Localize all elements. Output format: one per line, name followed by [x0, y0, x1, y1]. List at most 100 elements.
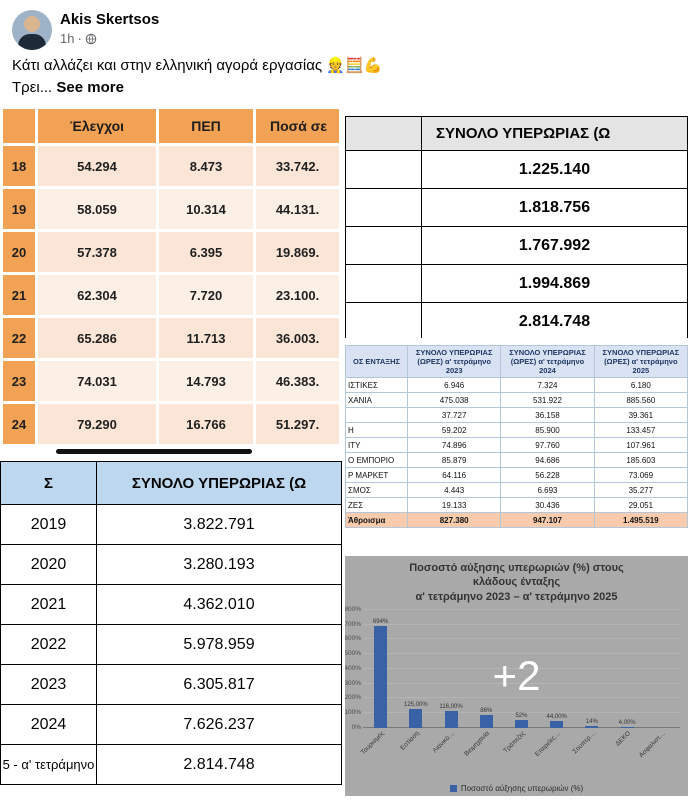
table-row: 1.994.869	[345, 264, 688, 303]
clipped-label-column-header	[345, 116, 422, 151]
table-row: ITY 74.896 97.760 107.961	[345, 437, 688, 453]
bar	[374, 625, 388, 728]
see-more-link[interactable]: See more	[56, 79, 124, 96]
table-row: 2022 5.978.959	[0, 624, 342, 665]
table-cell: 39.361	[593, 407, 688, 423]
bar	[514, 720, 528, 728]
chart-legend: Ποσοστό αύξησης υπερωριών (%)	[345, 784, 688, 793]
photo-sector-table[interactable]: ΟΣ ΕΝΤΑΞΗΣ ΣΥΝΟΛΟ ΥΠΕΡΩΡΙΑΣ (ΩΡΕΣ) α' τε…	[345, 341, 688, 553]
table-cell: 7.324	[500, 377, 595, 393]
table-header-row: Έλεγχοι ΠΕΠ Ποσά σε	[3, 109, 339, 143]
table-cell: Ρ ΜΑΡΚΕΤ	[345, 467, 408, 483]
bar-slot: 125,00%	[398, 702, 433, 728]
sector-overtime-table: ΟΣ ΕΝΤΑΞΗΣ ΣΥΝΟΛΟ ΥΠΕΡΩΡΙΑΣ (ΩΡΕΣ) α' τε…	[345, 345, 688, 528]
gridline	[363, 712, 680, 714]
table-row: 18 54.294 8.473 33.742.	[3, 146, 339, 186]
table-cell: 11.713	[159, 318, 253, 358]
table-cell: 1.767.992	[421, 226, 688, 265]
table-row: 5 - α' τετράμηνο 2.814.748	[0, 744, 342, 785]
table-row: ΧΑΝΙΑ 475.038 531.922 885.560	[345, 392, 688, 408]
bar-slot: 52%	[504, 713, 539, 728]
column-header: ΣΥΝΟΛΟ ΥΠΕΡΩΡΙΑΣ (Ω	[96, 461, 342, 505]
table-cell	[345, 188, 422, 227]
bar-value-label: 694%	[372, 618, 389, 625]
table-cell: 74.896	[406, 437, 502, 453]
table-header-row: Σ ΣΥΝΟΛΟ ΥΠΕΡΩΡΙΑΣ (Ω	[0, 461, 342, 505]
avatar-suit	[18, 34, 46, 50]
table-row: Ρ ΜΑΡΚΕΤ 64.116 56.228 73.069	[345, 467, 688, 483]
y-tick-label: 200%	[345, 694, 361, 702]
photo-inspections-table[interactable]: Έλεγχοι ΠΕΠ Ποσά σε 18 54.294 8.473 33.742.…	[0, 106, 342, 458]
table-cell: 59.202	[406, 422, 502, 438]
gridline	[363, 638, 680, 640]
table-cell: 64.116	[406, 467, 502, 483]
table-cell: 133.457	[593, 422, 688, 438]
table-cell: 6.305.817	[96, 664, 342, 705]
table-cell: 475.038	[406, 392, 502, 408]
bar	[585, 725, 599, 728]
table-cell: 62.304	[38, 275, 156, 315]
table-row: 23 74.031 14.793 46.383.	[3, 361, 339, 401]
table-row: 20 57.378 6.395 19.869.	[3, 232, 339, 272]
table-row: 1.225.140	[345, 150, 688, 189]
column-header: Ποσά σε	[256, 109, 339, 143]
table-cell: ΧΑΝΙΑ	[345, 392, 408, 408]
table-row: ΙΣΤΙΚΕΣ 6.946 7.324 6.180	[345, 377, 688, 393]
bar-value-label: 86%	[480, 708, 493, 715]
table-row: 37.727 36.158 39.361	[345, 407, 688, 423]
chart-title-line: Ποσοστό αύξησης υπερωριών (%) στους	[409, 562, 624, 574]
table-cell: 33.742.	[256, 146, 339, 186]
table-cell: Ο ΕΜΠΟΡΙΟ	[345, 452, 408, 468]
table-cell: 21	[3, 275, 35, 315]
photo-overtime-totals-table[interactable]: ΣΥΝΟΛΟ ΥΠΕΡΩΡΙΑΣ (Ω 1.225.140 1.818.756 1.…	[345, 106, 688, 338]
table-cell: 54.294	[38, 146, 156, 186]
author-name[interactable]: Akis Skertsos	[60, 11, 160, 28]
y-tick-label: 400%	[345, 664, 361, 672]
bar-slot: 44,00%	[539, 714, 574, 728]
table-row: 19 58.059 10.314 44.131.	[3, 189, 339, 229]
table-cell: 20	[3, 232, 35, 272]
photo-grid: Έλεγχοι ΠΕΠ Ποσά σε 18 54.294 8.473 33.742.…	[0, 106, 688, 796]
avatar[interactable]	[12, 10, 52, 50]
table-cell	[345, 302, 422, 338]
table-cell: 16.766	[159, 404, 253, 444]
more-photos-overlay[interactable]: +2	[345, 556, 688, 796]
table-row: 1.818.756	[345, 188, 688, 227]
post-text-line2: Τρει... See more	[12, 78, 676, 98]
yearly-overtime-table: Σ ΣΥΝΟΛΟ ΥΠΕΡΩΡΙΑΣ (Ω 2019 3.822.791 2020 3…	[0, 461, 342, 785]
table-cell: 2021	[0, 584, 97, 625]
table-cell: ΣΜΟΣ	[345, 482, 408, 498]
table-cell: 3.822.791	[96, 504, 342, 545]
table-row: 2020 3.280.193	[0, 544, 342, 585]
table-cell: 947.107	[500, 512, 595, 528]
table-cell: 19.133	[406, 497, 502, 513]
bar	[444, 710, 458, 728]
table-cell: ΙΣΤΙΚΕΣ	[345, 377, 408, 393]
table-row: Άθροισμα 827.380 947.107 1.495.519	[345, 512, 688, 528]
column-header: ΣΥΝΟΛΟ ΥΠΕΡΩΡΙΑΣ (ΩΡΕΣ) α' τετράμηνο 202…	[593, 345, 688, 378]
chart-title: Ποσοστό αύξησης υπερωριών (%) στους κλάδ…	[345, 561, 688, 604]
table-cell: 8.473	[159, 146, 253, 186]
table-cell: 35.277	[593, 482, 688, 498]
table-cell: ΖΕΣ	[345, 497, 408, 513]
photo-bar-chart[interactable]: Ποσοστό αύξησης υπερωριών (%) στους κλάδ…	[345, 556, 688, 796]
table-cell: 56.228	[500, 467, 595, 483]
table-cell: 2019	[0, 504, 97, 545]
gridline	[363, 697, 680, 699]
table-cell: 37.727	[406, 407, 502, 423]
bar-value-label: 52%	[515, 713, 528, 720]
table-cell: 5.978.959	[96, 624, 342, 665]
overtime-totals-table: ΣΥΝΟΛΟ ΥΠΕΡΩΡΙΑΣ (Ω 1.225.140 1.818.756 1.…	[345, 116, 688, 338]
more-photos-count: +2	[492, 652, 541, 699]
avatar-head	[24, 16, 40, 32]
photo-yearly-overtime-table[interactable]: Σ ΣΥΝΟΛΟ ΥΠΕΡΩΡΙΑΣ (Ω 2019 3.822.791 2020 3…	[0, 461, 342, 796]
table-cell: 3.280.193	[96, 544, 342, 585]
table-row: ΣΜΟΣ 4.443 6.693 35.277	[345, 482, 688, 498]
table-cell: 30.436	[500, 497, 595, 513]
table-cell: 2024	[0, 704, 97, 745]
table-row: 2019 3.822.791	[0, 504, 342, 545]
table-cell: 7.720	[159, 275, 253, 315]
table-cell: 6.395	[159, 232, 253, 272]
y-tick-label: 500%	[345, 650, 361, 658]
